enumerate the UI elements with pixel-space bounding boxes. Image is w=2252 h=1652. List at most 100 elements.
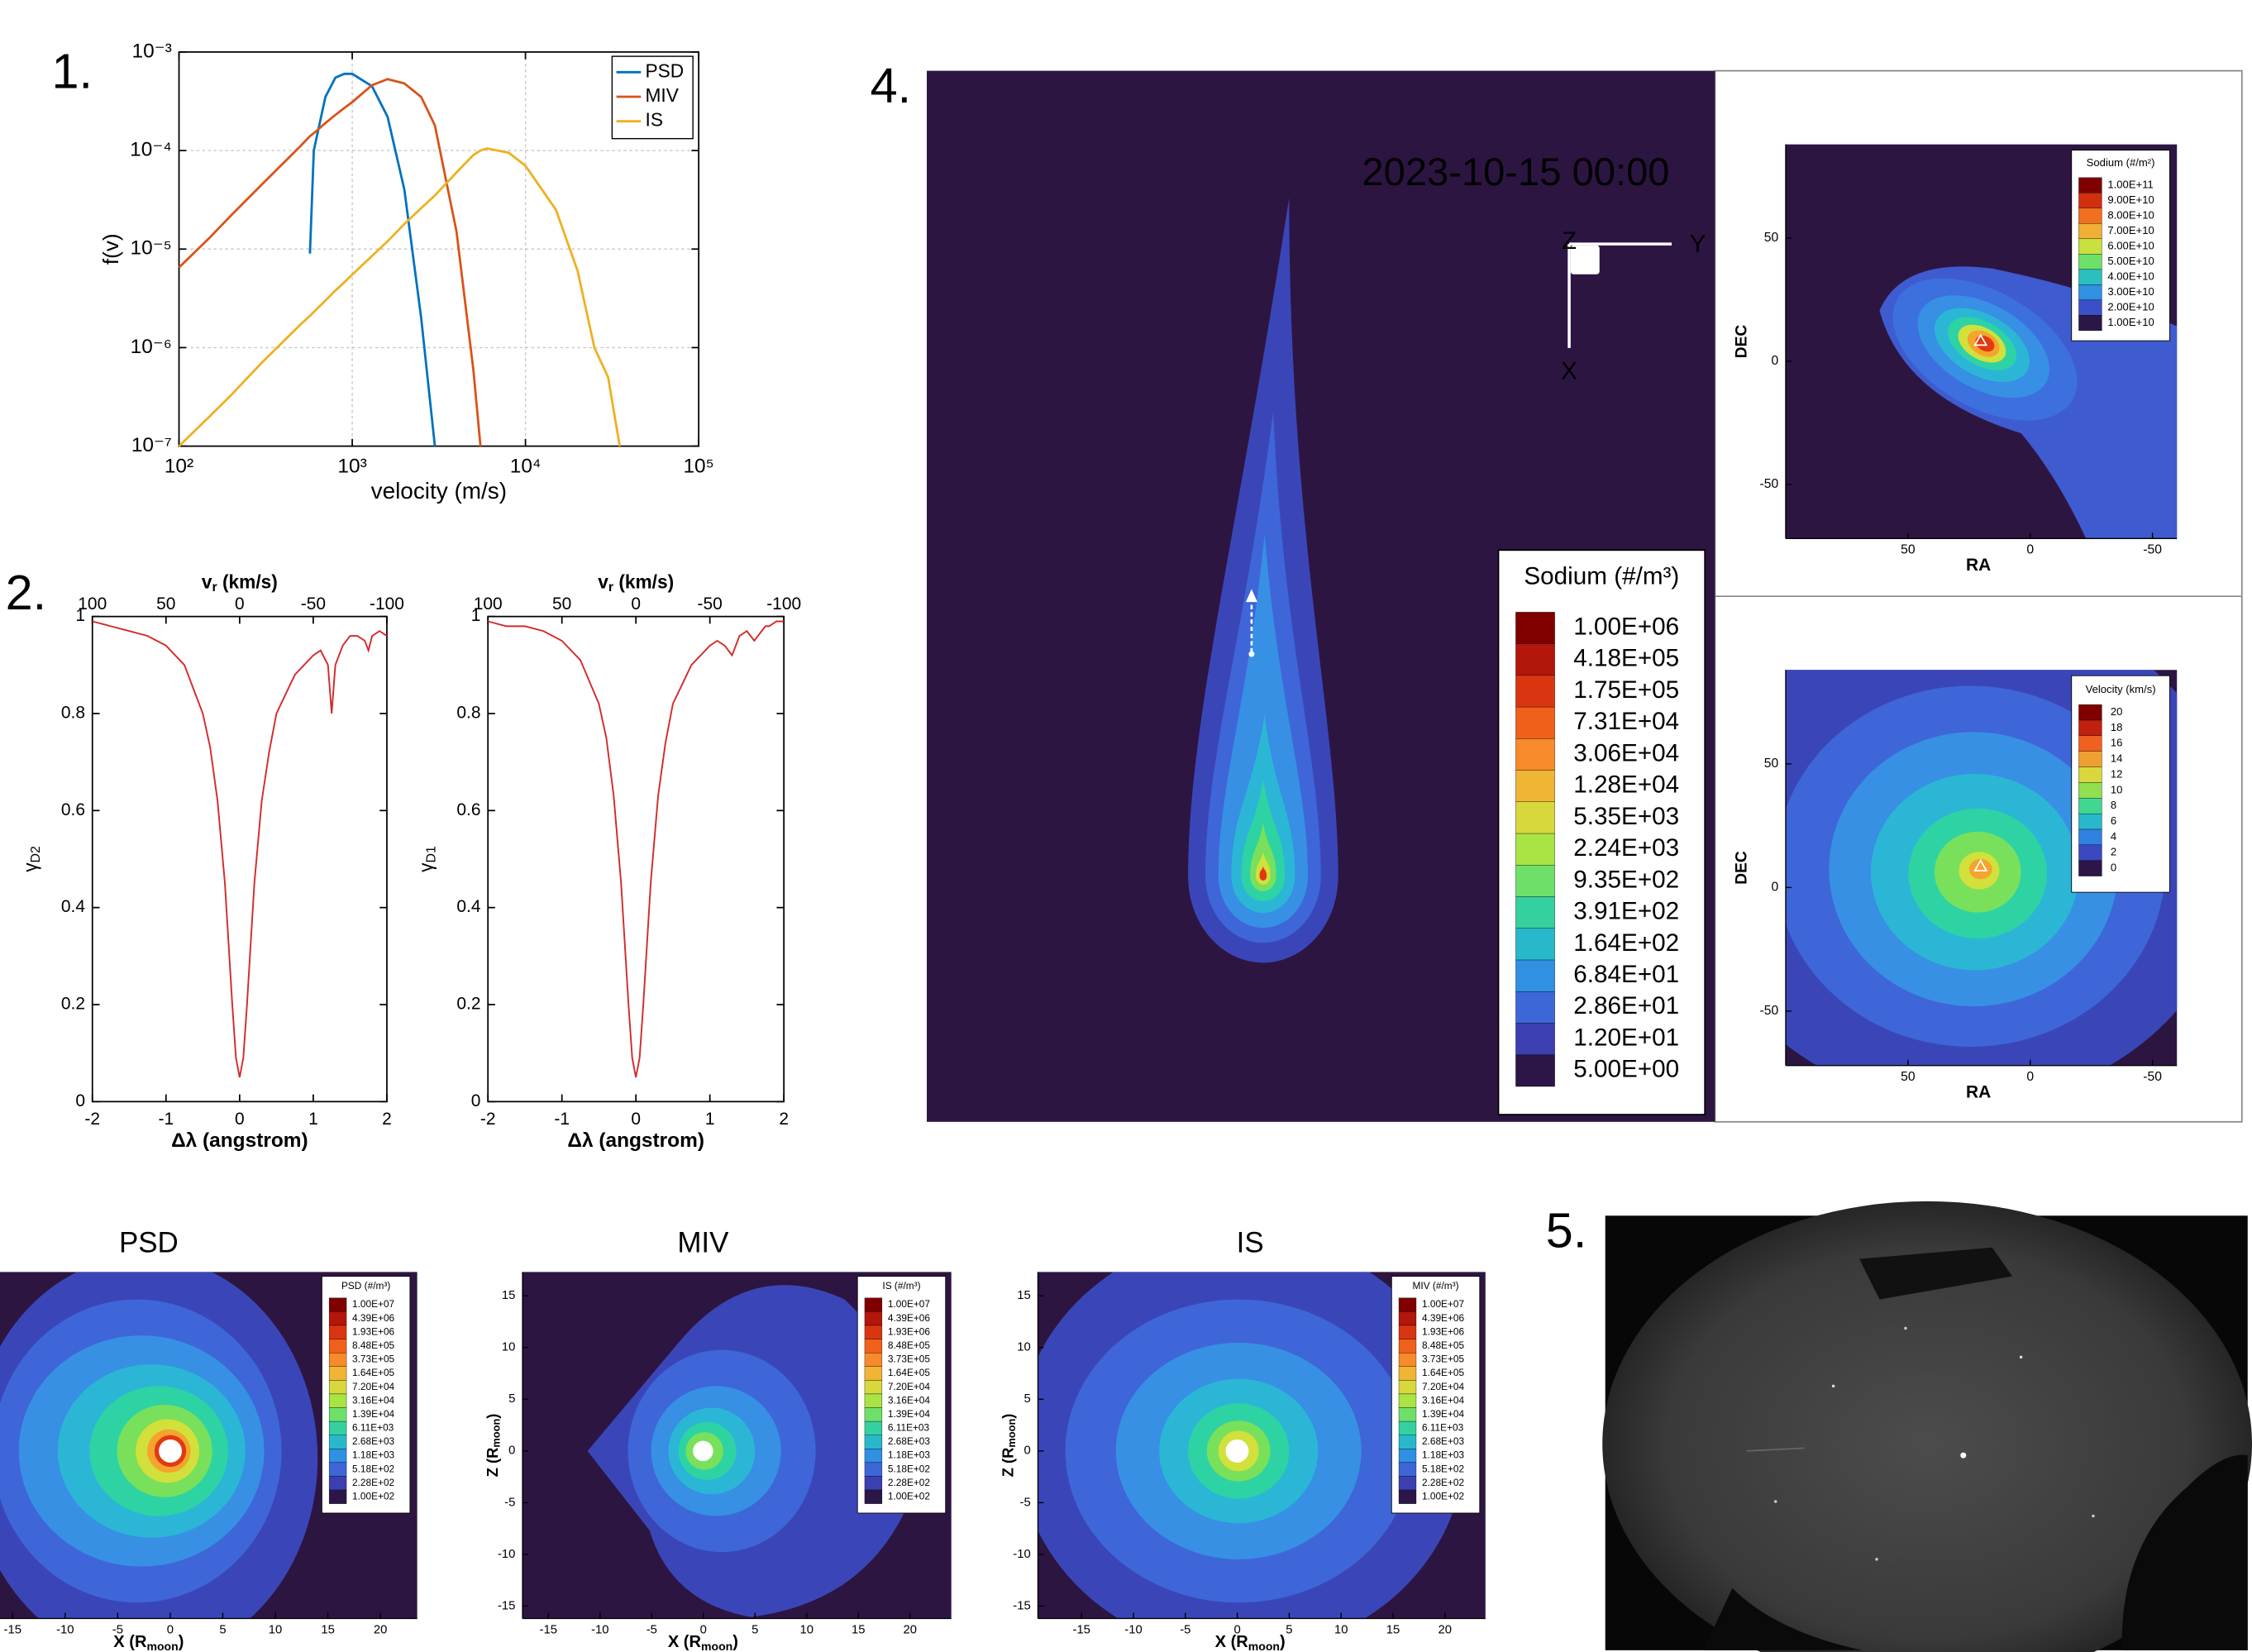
velocity-arrowhead xyxy=(1245,589,1257,603)
colorbar-label: 1.39E+04 xyxy=(352,1408,395,1420)
y-axis-label: Z (Rmoon) xyxy=(999,1414,1018,1478)
colorbar-swatch xyxy=(2078,208,2102,224)
colorbar-swatch xyxy=(2078,238,2102,255)
axis-triad-label: Y xyxy=(1690,231,1706,258)
contour-region xyxy=(1259,866,1267,881)
y-tick-label: 10⁻³ xyxy=(132,40,172,62)
colorbar-label: 0 xyxy=(2111,862,2116,874)
colorbar-label: 4.00E+10 xyxy=(2107,270,2154,283)
y-tick-label: -50 xyxy=(1760,477,1779,491)
colorbar-swatch xyxy=(2078,828,2102,846)
y-tick-label: -10 xyxy=(1013,1548,1030,1561)
colorbar-swatch xyxy=(1515,612,1555,644)
label-part: v xyxy=(598,571,608,592)
y-tick-label: 5 xyxy=(1024,1392,1031,1406)
moon xyxy=(693,1440,713,1462)
panel-label: 2. xyxy=(6,565,47,620)
y-tick-label: 0 xyxy=(508,1444,515,1458)
colorbar-swatch xyxy=(1398,1393,1417,1408)
label-part: ) xyxy=(1280,1633,1286,1651)
colorbar-swatch xyxy=(864,1449,883,1463)
colorbar-swatch xyxy=(328,1352,347,1367)
x-tick-label: 15 xyxy=(321,1623,335,1636)
x-tick-label: 5 xyxy=(1286,1623,1292,1636)
colorbar-swatch xyxy=(1398,1325,1417,1339)
star xyxy=(1774,1500,1777,1503)
colorbar-swatch xyxy=(2078,798,2102,814)
x-tick-label: 20 xyxy=(903,1623,917,1636)
colorbar-label: 1.18E+03 xyxy=(352,1449,395,1461)
x-tick-label: 0 xyxy=(700,1623,707,1636)
colorbar-label: 6.11E+03 xyxy=(1422,1422,1464,1434)
series-line xyxy=(92,620,388,1078)
colorbar-label: 1.00E+02 xyxy=(1422,1490,1464,1502)
x-tick-label: 15 xyxy=(852,1623,866,1636)
x2-tick-label: 0 xyxy=(235,594,245,614)
y-tick-label: 0.4 xyxy=(61,897,85,916)
x-tick-label: 15 xyxy=(1386,1623,1400,1636)
panel-title: IS xyxy=(1237,1226,1264,1258)
y-tick-label: 0 xyxy=(1024,1444,1031,1458)
y-tick-label: -10 xyxy=(498,1548,515,1561)
colorbar-label: 1.18E+03 xyxy=(888,1449,931,1461)
timestamp: 2023-10-15 00:00 xyxy=(1362,150,1669,193)
label-part: X (R xyxy=(1215,1633,1249,1651)
colorbar-label: 10 xyxy=(2111,783,2123,795)
colorbar-swatch xyxy=(2078,315,2102,332)
x2-axis-label: vr (km/s) xyxy=(202,571,278,594)
y-axis-label: f(v) xyxy=(98,233,123,265)
y-tick-label: 0 xyxy=(471,1091,481,1110)
y-tick-label: 15 xyxy=(502,1289,516,1302)
x-tick-label: 0 xyxy=(235,1110,245,1129)
colorbar-label: 7.20E+04 xyxy=(352,1381,395,1392)
x-tick-label: 10 xyxy=(269,1623,283,1636)
x-tick-label: 10⁴ xyxy=(510,456,542,478)
legend-label: IS xyxy=(646,109,663,131)
x-tick-label: -5 xyxy=(1180,1623,1190,1636)
colorbar-swatch xyxy=(864,1462,883,1477)
x-tick-label: 10⁵ xyxy=(683,456,713,478)
colorbar-label: 2.86E+01 xyxy=(1573,992,1679,1019)
x-tick-label: 2 xyxy=(779,1110,789,1129)
x-tick-label: 10 xyxy=(1334,1623,1348,1636)
colorbar-label: 4.39E+06 xyxy=(888,1312,931,1324)
x-tick-label: 10² xyxy=(165,456,193,478)
colorbar-swatch xyxy=(2078,782,2102,799)
colorbar-swatch xyxy=(1515,738,1555,771)
x-tick-label: 1 xyxy=(705,1110,715,1129)
axis-triad-label: Z xyxy=(1562,227,1577,255)
axis-triad-box xyxy=(1570,245,1600,275)
colorbar-swatch xyxy=(2078,860,2102,876)
colorbar-label: 1.00E+06 xyxy=(1573,613,1679,640)
colorbar-label: 5.35E+03 xyxy=(1573,803,1679,830)
x-tick-label: 5 xyxy=(219,1623,226,1636)
colorbar-swatch xyxy=(864,1366,883,1381)
colorbar-swatch xyxy=(2078,284,2102,301)
colorbar-swatch xyxy=(1515,991,1555,1024)
label-subscript: r xyxy=(212,580,217,594)
x-tick-label: 1 xyxy=(308,1110,318,1129)
x-tick-label: -50 xyxy=(2143,542,2162,556)
colorbar-label: 1.93E+06 xyxy=(1422,1325,1465,1337)
colorbar-label: 4 xyxy=(2111,830,2116,843)
x-tick-label: 0 xyxy=(631,1110,641,1129)
panel-label: 4. xyxy=(871,58,912,113)
contour-region xyxy=(1968,858,1992,880)
colorbar-swatch xyxy=(2078,719,2102,737)
colorbar-label: 1.39E+04 xyxy=(888,1408,931,1420)
y-tick-label: 15 xyxy=(1017,1289,1031,1302)
colorbar-label: 9.35E+02 xyxy=(1573,866,1679,893)
y-tick-label: -50 xyxy=(1760,1004,1779,1018)
x-tick-label: -2 xyxy=(480,1110,496,1129)
colorbar-label: 1.18E+03 xyxy=(1422,1449,1465,1461)
colorbar-swatch xyxy=(864,1420,883,1435)
colorbar-label: 3.16E+04 xyxy=(1422,1394,1465,1406)
colorbar-label: 6.11E+03 xyxy=(888,1422,930,1434)
series-line xyxy=(178,147,621,447)
x2-tick-label: 100 xyxy=(474,594,503,614)
label-part: (km/s) xyxy=(613,571,674,592)
colorbar-swatch xyxy=(1398,1462,1417,1477)
colorbar-swatch xyxy=(1398,1476,1417,1491)
colorbar-swatch xyxy=(864,1311,883,1326)
colorbar-swatch xyxy=(864,1352,883,1367)
